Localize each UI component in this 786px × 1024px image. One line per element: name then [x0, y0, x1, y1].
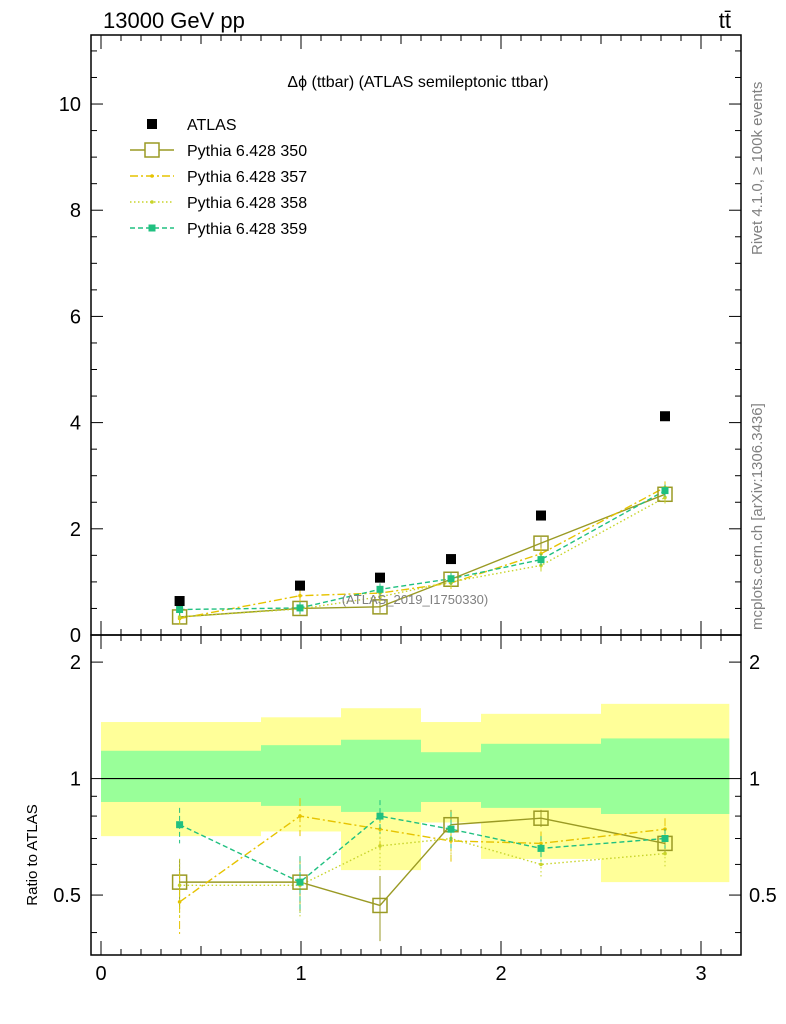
- ratio-ytick-label: 2: [70, 652, 81, 674]
- series-line: [179, 489, 666, 611]
- ratio-band-inner: [101, 750, 261, 802]
- atlas-data-point: [375, 572, 385, 583]
- atlas-data-point: [536, 510, 546, 521]
- main-ytick-label: 0: [70, 625, 81, 647]
- ratio-point: [537, 844, 545, 852]
- atlas-data-point: [174, 596, 185, 607]
- ratio-uncertainty-bands: [101, 703, 730, 883]
- legend-marker: [144, 142, 160, 158]
- ratio-ytick-label-right: 0.5: [749, 885, 777, 907]
- series-line: [179, 496, 666, 618]
- legend-marker: [150, 200, 154, 204]
- ratio-series-line: [179, 815, 666, 883]
- data-point: [376, 585, 384, 593]
- ratio-point: [372, 897, 388, 914]
- data-point: [177, 615, 182, 619]
- ratio-point: [661, 835, 669, 843]
- ratio-point: [176, 821, 184, 829]
- legend-label: Pythia 6.428 350: [187, 143, 307, 160]
- ratio-band-inner: [421, 752, 481, 802]
- xtick-label: 1: [295, 963, 306, 985]
- ratio-point: [533, 810, 549, 826]
- legend-label: ATLAS: [187, 117, 237, 134]
- main-ytick-label: 4: [70, 413, 81, 435]
- data-point: [298, 593, 302, 598]
- xtick-label: 3: [695, 963, 706, 985]
- chart-title: Δϕ (ttbar) (ATLAS semileptonic ttbar): [287, 74, 548, 91]
- ratio-ytick-label-right: 1: [749, 769, 760, 791]
- ratio-ytick-label: 1: [70, 769, 81, 791]
- ratio-point: [539, 862, 543, 867]
- ratio-point: [298, 814, 302, 818]
- ratio-band-inner: [601, 738, 730, 814]
- legend-marker: [150, 174, 154, 178]
- xtick-label: 0: [95, 963, 106, 985]
- plot-frames: 0 2 4 6 8 10 0 1 2 3 0.5 0.5 1 1 2 2: [53, 34, 777, 985]
- ratio-point: [177, 883, 182, 888]
- series-line: [179, 486, 666, 620]
- legend-label: Pythia 6.428 358: [187, 195, 307, 212]
- main-ytick-label: 2: [70, 519, 81, 541]
- ratio-band-inner: [261, 745, 341, 806]
- ratio-series-line: [179, 817, 666, 907]
- legend-label: Pythia 6.428 357: [187, 169, 307, 186]
- ratio-point: [296, 878, 304, 886]
- xtick-label: 2: [495, 963, 506, 985]
- ratio-point: [378, 844, 382, 848]
- data-point: [176, 606, 184, 614]
- ratio-series-line: [179, 815, 666, 903]
- ratio-frame: [90, 634, 742, 956]
- data-point: [378, 594, 382, 599]
- main-panel-marks: [171, 411, 673, 625]
- ratio-band-inner: [481, 743, 601, 808]
- main-ytick-label: 6: [70, 306, 81, 328]
- ratio-ylabel: Ratio to ATLAS: [24, 804, 41, 905]
- legend-label: Pythia 6.428 359: [187, 221, 307, 238]
- energy-label: 13000 GeV pp: [103, 8, 245, 33]
- data-point: [663, 495, 667, 500]
- atlas-data-point: [660, 411, 670, 422]
- atlas-data-point: [295, 580, 305, 591]
- ratio-series-line: [179, 837, 666, 886]
- ratio-point: [376, 812, 384, 820]
- ratio-ytick-label: 0.5: [53, 885, 81, 907]
- legend-marker: [147, 119, 157, 129]
- main-ytick-label: 10: [59, 94, 81, 116]
- ratio-point: [663, 851, 667, 856]
- atlas-data-point: [446, 554, 456, 565]
- ratio-point: [177, 900, 182, 904]
- analysis-label: (ATLAS_2019_I1750330): [342, 592, 488, 607]
- rivet-label: Rivet 4.1.0, ≥ 100k events: [749, 82, 766, 255]
- ratio-band-inner: [341, 739, 421, 812]
- data-point: [537, 556, 545, 564]
- ratio-point: [447, 825, 455, 833]
- ratio-point: [539, 841, 543, 846]
- ratio-panel-marks: [171, 798, 673, 942]
- process-label: tt̄: [719, 8, 731, 33]
- legend-marker: [148, 224, 156, 232]
- data-point: [661, 487, 669, 495]
- data-point: [296, 604, 304, 612]
- legend: ATLAS Pythia 6.428 350 Pythia 6.428 357 Pyt…: [130, 117, 307, 238]
- main-ytick-label: 8: [70, 200, 81, 222]
- mcplots-label: mcplots.cern.ch [arXiv:1306.3436]: [749, 403, 766, 630]
- data-point: [447, 575, 455, 583]
- ratio-ytick-label-right: 2: [749, 652, 760, 674]
